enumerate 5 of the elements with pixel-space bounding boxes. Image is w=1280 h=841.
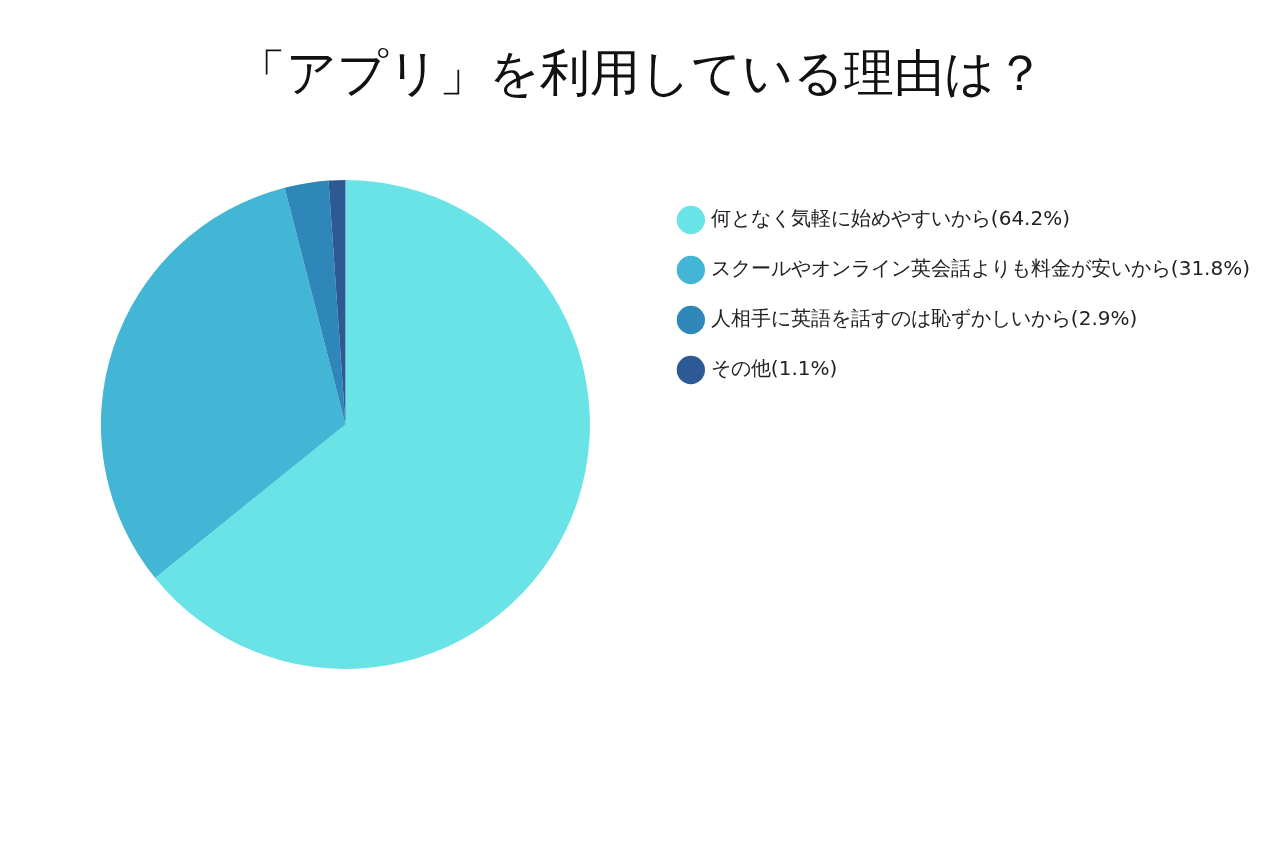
- chart-title: 「アプリ」を利用している理由は？: [234, 43, 1046, 104]
- legend-label: 何となく気軽に始めやすいから(64.2%): [710, 206, 1070, 231]
- legend-label: 人相手に英語を話すのは恥ずかしいから(2.9%): [710, 306, 1138, 331]
- legend-label: スクールやオンライン英会話よりも料金が安いから(31.8%): [710, 256, 1250, 281]
- legend-label: その他(1.1%): [710, 356, 838, 381]
